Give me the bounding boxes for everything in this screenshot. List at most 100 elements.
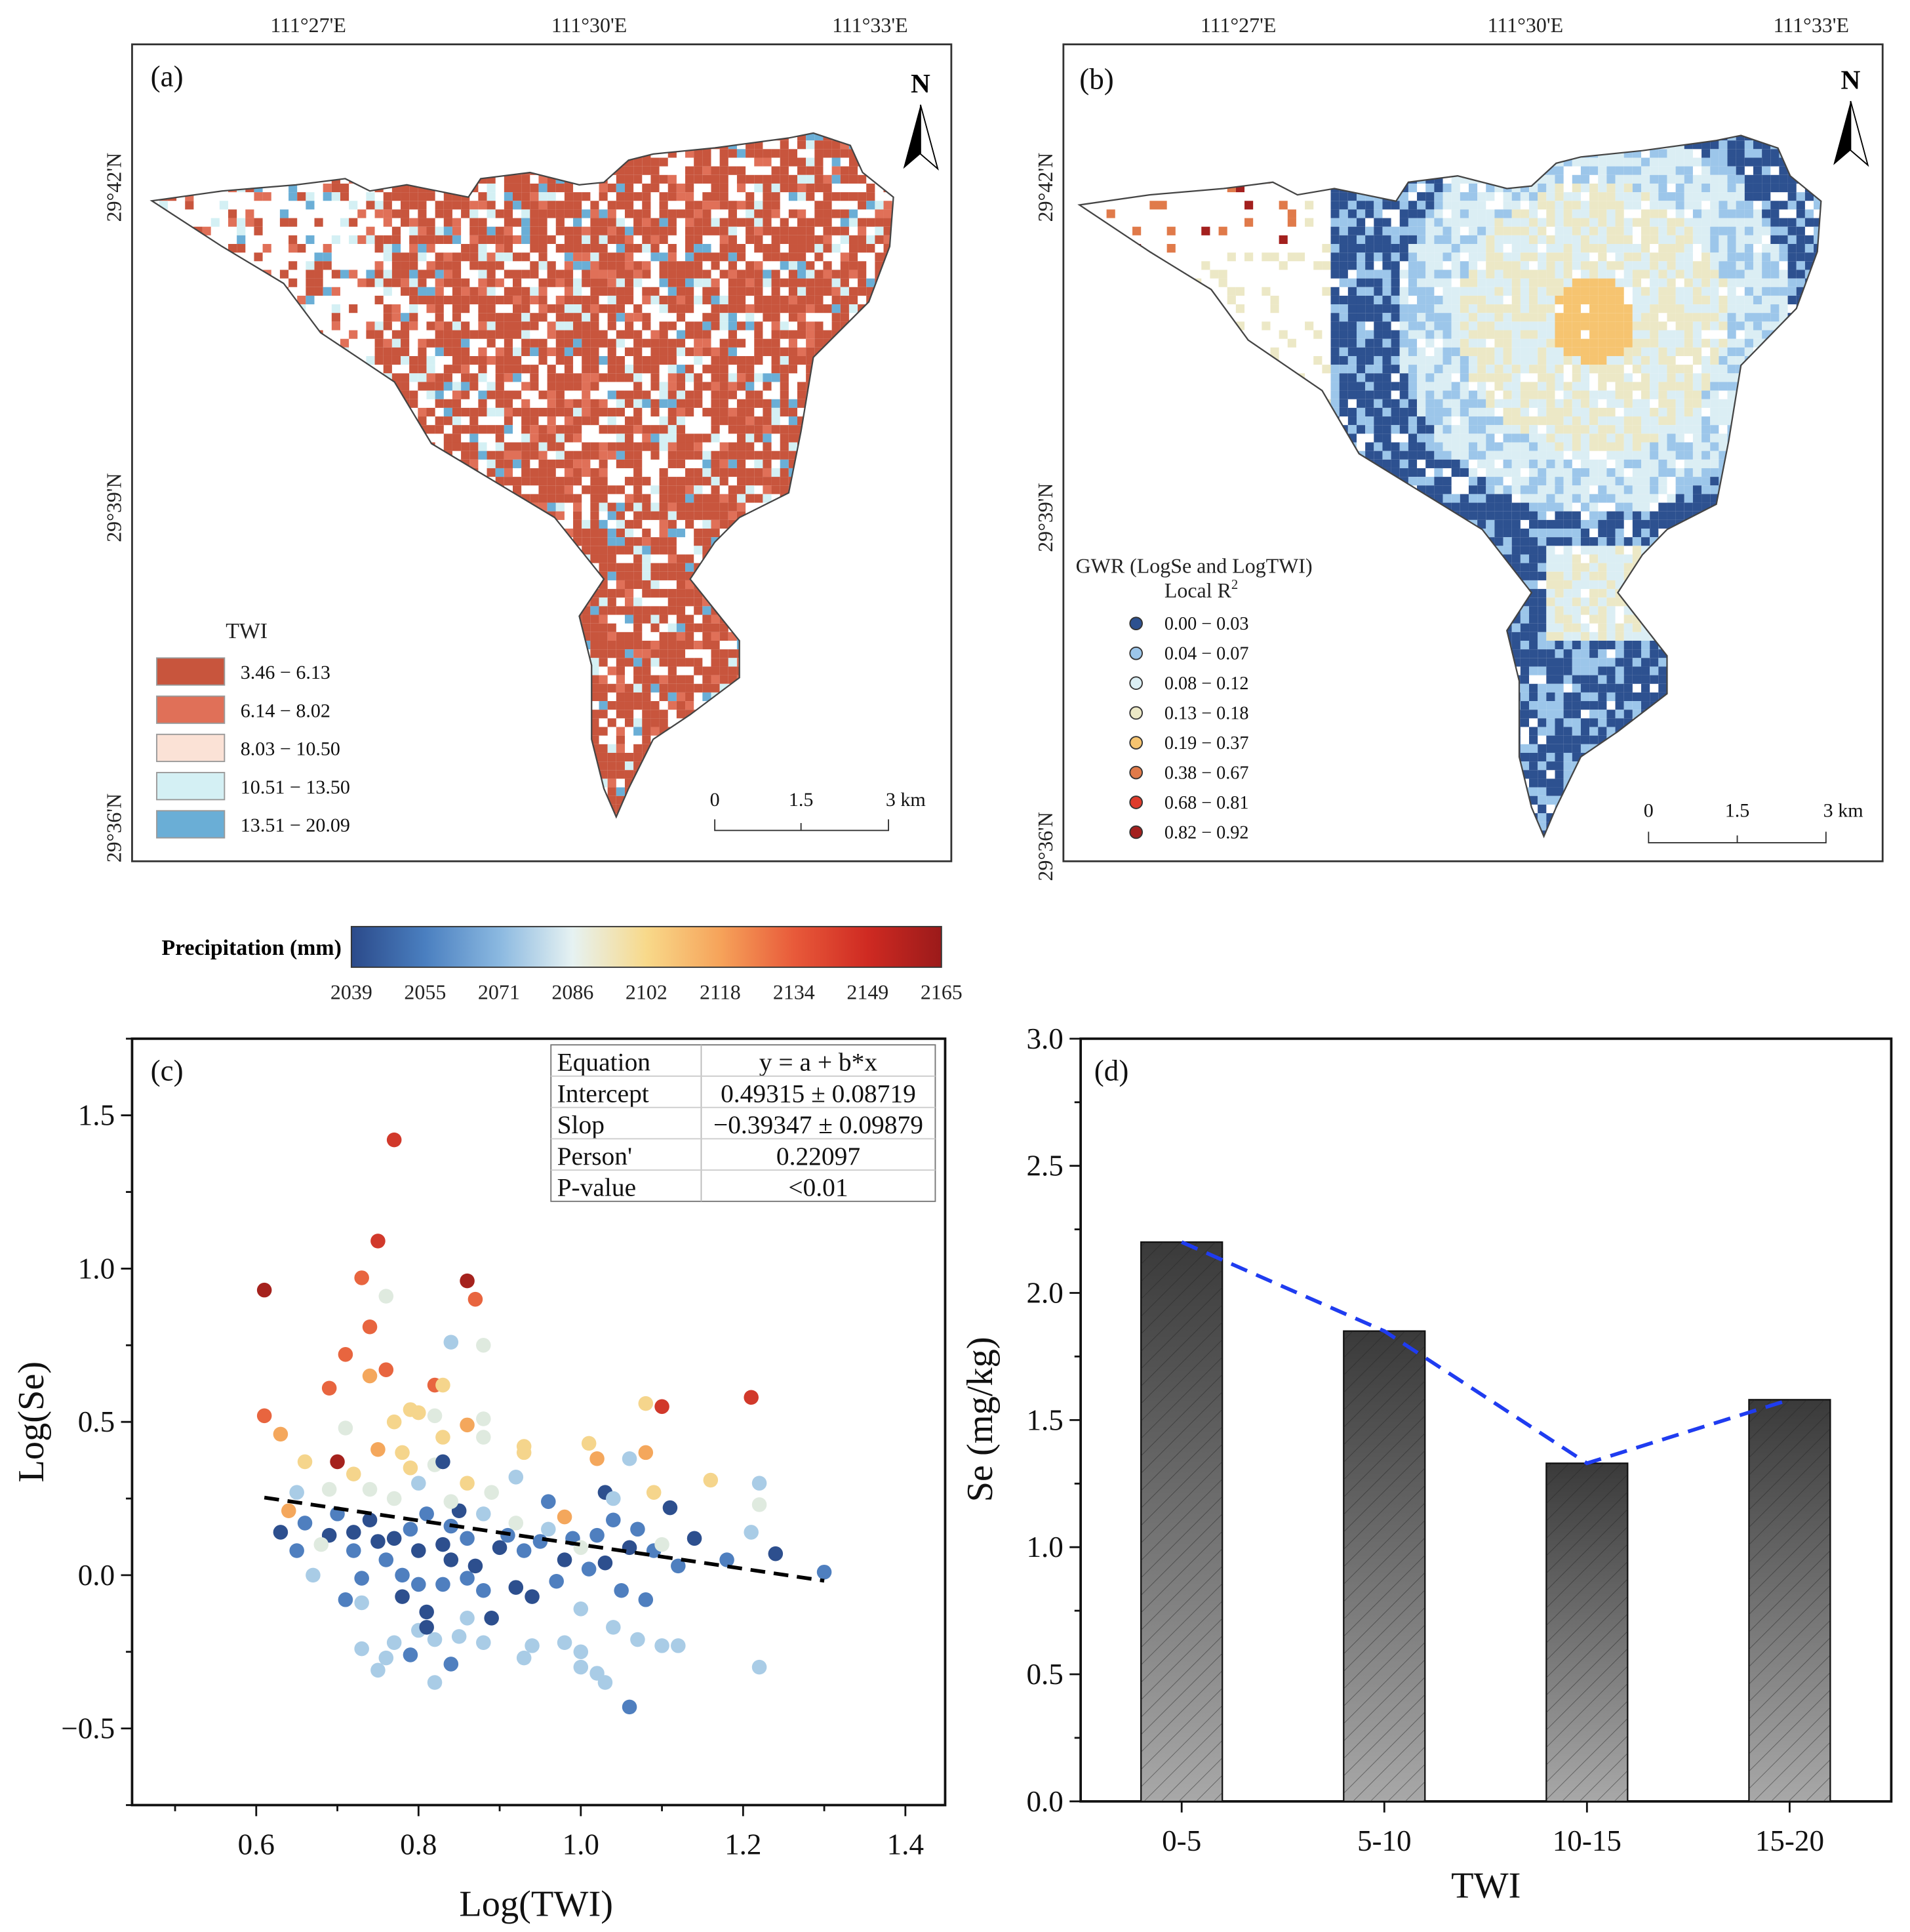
twi-legend: 3.46 − 6.13 6.14 − 8.02 8.03 − 10.50 10.51 …: [156, 657, 350, 839]
legend-label: 3.46 − 6.13: [241, 661, 330, 683]
scatter-point: [354, 1595, 369, 1611]
lat-label: 29°42'N: [103, 153, 126, 222]
scatter-point: [273, 1426, 288, 1442]
bar-hatch: [1343, 1331, 1425, 1801]
panel-c-scatter: (c) 0.6 0.8 1.0 1.2 1.4 1.5 1.0 0.5 0.0 −0.5 Equa…: [11, 1037, 947, 1925]
bar-hatch: [1546, 1463, 1628, 1801]
scatter-point: [751, 1476, 767, 1491]
stats-value: 0.49315 ± 0.08719: [721, 1079, 916, 1108]
y-tick-label: 1.5: [1026, 1403, 1063, 1436]
y-tick-label: 3.0: [1026, 1022, 1063, 1055]
bar-hatch: [1141, 1241, 1223, 1801]
y-tick-label: 1.5: [78, 1099, 115, 1132]
scatter-point: [411, 1405, 426, 1420]
scatter-point: [289, 1543, 304, 1558]
colorbar-tick-label: 2165: [921, 981, 963, 1004]
x-tick-label: 10-15: [1553, 1824, 1622, 1857]
scatter-point: [573, 1601, 589, 1617]
panel-tag: (d): [1094, 1055, 1129, 1087]
precipitation-colorbar: Precipitation (mm) 2039 2055 2071 2086 2102 2…: [161, 925, 963, 1004]
colorbar-tick-label: 2039: [330, 981, 372, 1004]
legend-label: 0.68 − 0.81: [1164, 793, 1249, 813]
legend-label: 8.03 − 10.50: [241, 738, 340, 760]
scatter-point: [525, 1589, 540, 1604]
scatter-point: [573, 1659, 589, 1675]
stats-label: Intercept: [557, 1079, 649, 1108]
scatter-point: [557, 1552, 572, 1567]
y-tick-label: 0.0: [1026, 1785, 1063, 1818]
legend-label: 0.04 − 0.07: [1164, 644, 1249, 664]
y-tick-label: −0.5: [61, 1712, 115, 1745]
scatter-point: [273, 1525, 288, 1540]
scatter-point: [468, 1558, 483, 1574]
scatter-point: [411, 1577, 426, 1592]
scatter-point: [281, 1503, 296, 1518]
scatter-point: [403, 1647, 418, 1662]
x-tick-label: 1.2: [725, 1828, 761, 1861]
scatter-point: [516, 1543, 532, 1558]
y-tick-label: 0.5: [1026, 1658, 1063, 1691]
scatter-point: [443, 1494, 459, 1509]
svg-text:1.5: 1.5: [789, 788, 814, 811]
lon-label: 111°33'E: [1774, 14, 1850, 37]
scatter-point: [362, 1481, 378, 1497]
scatter-point: [443, 1552, 459, 1567]
y-tick-label: 2.0: [1026, 1277, 1063, 1310]
x-tick-label: 5-10: [1357, 1824, 1412, 1857]
scatter-point: [492, 1540, 507, 1556]
legend-label: 6.14 − 8.02: [241, 699, 330, 721]
scatter-point: [484, 1611, 499, 1626]
x-axis-label: TWI: [1451, 1865, 1521, 1906]
stats-label: Equation: [557, 1048, 651, 1077]
legend-title: GWR (LogSe and LogTWI): [1076, 555, 1313, 578]
scatter-point: [719, 1552, 734, 1567]
scatter-point: [354, 1641, 369, 1657]
scatter-point: [411, 1543, 426, 1558]
scatter-point: [654, 1638, 669, 1653]
svg-text:0: 0: [710, 788, 720, 811]
colorbar-tick-label: 2149: [846, 981, 888, 1004]
scatter-point: [638, 1396, 654, 1411]
scatter-point: [549, 1573, 564, 1589]
north-arrow-icon: N: [1833, 64, 1869, 167]
stats-value: y = a + b*x: [759, 1048, 878, 1077]
legend-marker: [1129, 676, 1144, 690]
scatter-point: [378, 1289, 394, 1304]
scatter-point: [671, 1638, 686, 1653]
local-r2-legend: 0.00 − 0.03 0.04 − 0.07 0.08 − 0.12 0.13 − …: [1129, 614, 1249, 843]
scatter-point: [703, 1472, 719, 1488]
y-axis-label: Se (mg/kg): [960, 1337, 1001, 1502]
scatter-point: [386, 1414, 402, 1430]
scatter-point: [435, 1577, 450, 1592]
x-tick-label: 0.6: [238, 1828, 275, 1861]
scatter-point: [346, 1466, 361, 1481]
scatter-point: [346, 1543, 361, 1558]
scatter-point: [532, 1534, 548, 1549]
scatter-point: [744, 1525, 759, 1540]
colorbar-tick-label: 2118: [700, 981, 741, 1004]
scatter-point: [378, 1650, 394, 1666]
x-tick-label: 15-20: [1755, 1824, 1824, 1857]
scatter-point: [395, 1445, 410, 1460]
scatter-point: [622, 1699, 637, 1715]
scatter-point: [386, 1132, 402, 1148]
legend-swatch: [156, 810, 226, 839]
y-tick-label: 0.0: [78, 1559, 115, 1592]
lon-label: 111°30'E: [551, 14, 627, 37]
scatter-point: [630, 1521, 645, 1537]
legend-label: 0.08 − 0.12: [1164, 674, 1249, 694]
scatter-point: [516, 1650, 532, 1666]
scatter-point: [476, 1635, 491, 1651]
scatter-point: [671, 1558, 686, 1574]
legend-label: 10.51 − 13.50: [241, 776, 350, 798]
legend-label: 0.13 − 0.18: [1164, 703, 1249, 723]
stats-label: P-value: [557, 1173, 636, 1202]
scatter-point: [589, 1527, 605, 1543]
scatter-point: [370, 1441, 386, 1457]
scatter-point: [427, 1408, 443, 1424]
scatter-point: [476, 1411, 491, 1426]
colorbar-tick-label: 2055: [404, 981, 446, 1004]
bars: [1140, 1241, 1831, 1802]
x-tick-label: 1.4: [887, 1828, 924, 1861]
